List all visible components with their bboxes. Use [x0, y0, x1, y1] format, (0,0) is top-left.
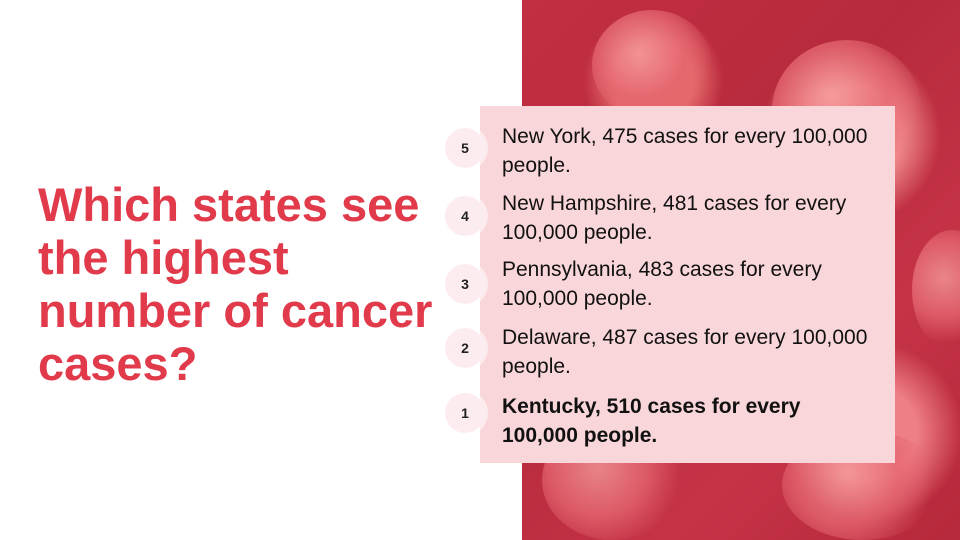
ranking-text: Delaware, 487 cases for every 100,000 pe…: [502, 326, 868, 378]
ranking-text: New Hampshire, 481 cases for every 100,0…: [502, 192, 847, 244]
ranking-text: New York, 475 cases for every 100,000 pe…: [502, 125, 868, 177]
rank-badge: 4: [445, 196, 485, 236]
rank-badge: 1: [445, 393, 485, 433]
ranking-text: Pennsylvania, 483 cases for every 100,00…: [502, 258, 822, 310]
slide-title: Which states see the highest number of c…: [38, 178, 433, 390]
rank-badge: 3: [445, 264, 485, 304]
ranking-text: Kentucky, 510 cases for every 100,000 pe…: [502, 395, 801, 447]
rank-badge: 2: [445, 328, 485, 368]
rank-badge: 5: [445, 128, 485, 168]
ranking-panel: [480, 106, 895, 463]
